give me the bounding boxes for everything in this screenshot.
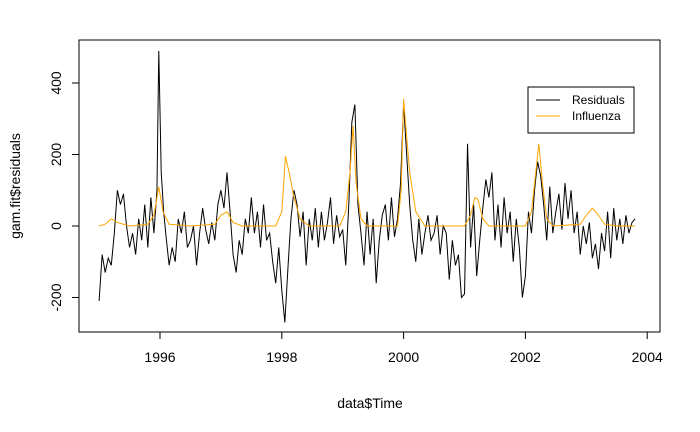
legend-label: Influenza — [572, 109, 621, 123]
y-tick-label: -200 — [48, 283, 64, 311]
legend-box — [527, 86, 635, 134]
x-tick-label: 2004 — [632, 349, 663, 365]
y-tick-label: 200 — [48, 143, 64, 167]
x-tick-label: 2000 — [388, 349, 419, 365]
x-tick-label: 2002 — [510, 349, 541, 365]
series-line — [98, 50, 636, 323]
plot-box — [78, 39, 661, 333]
x-tick-label: 1996 — [144, 349, 175, 365]
y-axis-label: gam.fit$residuals — [7, 133, 23, 239]
x-tick-label: 1998 — [266, 349, 297, 365]
legend-label: Residuals — [572, 93, 625, 107]
x-axis-label: data$Time — [337, 395, 403, 411]
y-tick-label: 400 — [48, 71, 64, 95]
legend: Residuals Influenza — [527, 86, 635, 134]
series-line — [98, 99, 636, 227]
y-tick-label: 0 — [48, 222, 64, 230]
